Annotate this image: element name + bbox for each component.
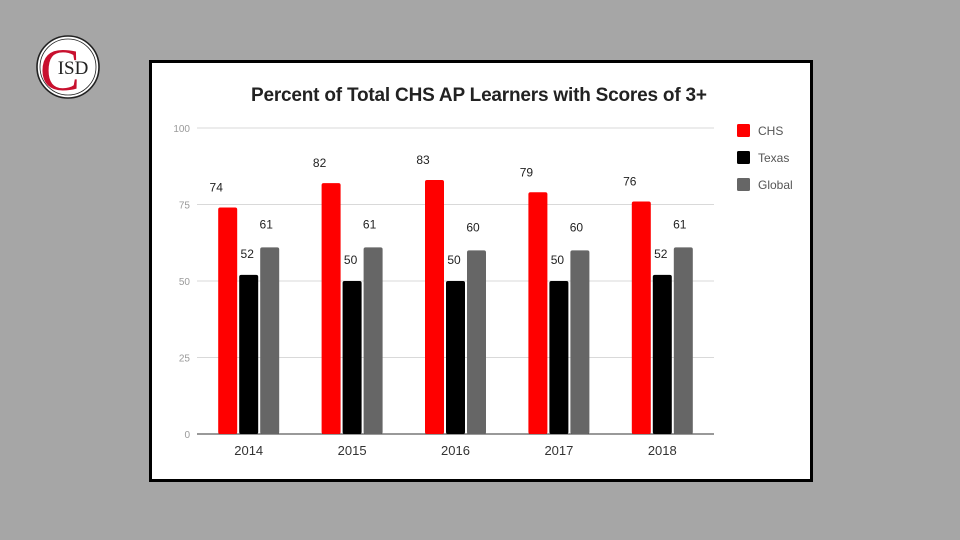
y-tick-label: 100 [173, 124, 190, 135]
bar-global [260, 247, 280, 434]
bar-chs [425, 180, 444, 434]
cisd-logo-mark: C ISD [36, 35, 100, 103]
bar-chart: 0 25 50 75 100 74 52 61 2014 82 50 61 2015 83 50 60 2016… [173, 124, 793, 458]
bar-texas [342, 281, 362, 434]
logo-letter: C [40, 37, 80, 101]
legend-swatch [737, 124, 750, 137]
data-label: 52 [654, 247, 668, 261]
bar-chs [218, 207, 238, 434]
data-label: 50 [447, 253, 461, 267]
legend-label: Texas [758, 151, 789, 165]
bar-global [467, 250, 486, 434]
y-tick-label: 75 [179, 201, 191, 212]
bar-chs [321, 183, 341, 434]
x-tick-label: 2015 [338, 443, 367, 458]
bar-texas [446, 281, 465, 434]
data-label: 60 [570, 220, 584, 234]
bar-global [673, 247, 693, 434]
x-tick-label: 2014 [234, 443, 263, 458]
data-label: 82 [313, 156, 327, 170]
y-tick-label: 25 [179, 354, 191, 365]
logo-text: ISD [58, 58, 89, 79]
chart-frame: Percent of Total CHS AP Learners with Sc… [149, 60, 813, 482]
data-label: 52 [241, 247, 255, 261]
data-label: 61 [260, 217, 274, 231]
y-tick-label: 50 [179, 277, 191, 288]
bar-global [363, 247, 383, 434]
data-label: 74 [210, 181, 224, 195]
bar-chs [528, 192, 548, 434]
data-label: 60 [466, 220, 480, 234]
x-tick-label: 2016 [441, 443, 470, 458]
cisd-logo: C ISD [33, 33, 103, 103]
data-label: 76 [623, 174, 637, 188]
legend-swatch [737, 151, 750, 164]
legend-label: Global [758, 178, 793, 192]
bar-texas [549, 281, 569, 434]
data-label: 61 [363, 217, 377, 231]
chart-title: Percent of Total CHS AP Learners with Sc… [251, 85, 707, 106]
x-tick-label: 2017 [544, 443, 573, 458]
bar-texas [239, 274, 259, 434]
data-label: 50 [551, 253, 565, 267]
x-tick-label: 2018 [648, 443, 677, 458]
data-label: 79 [520, 165, 534, 179]
legend-swatch [737, 178, 750, 191]
y-tick-label: 0 [184, 430, 190, 441]
legend-label: CHS [758, 124, 783, 138]
bar-chs [631, 201, 651, 434]
data-label: 61 [673, 217, 687, 231]
bar-texas [652, 274, 672, 434]
data-label: 83 [416, 153, 430, 167]
data-label: 50 [344, 253, 358, 267]
bar-global [570, 250, 590, 434]
